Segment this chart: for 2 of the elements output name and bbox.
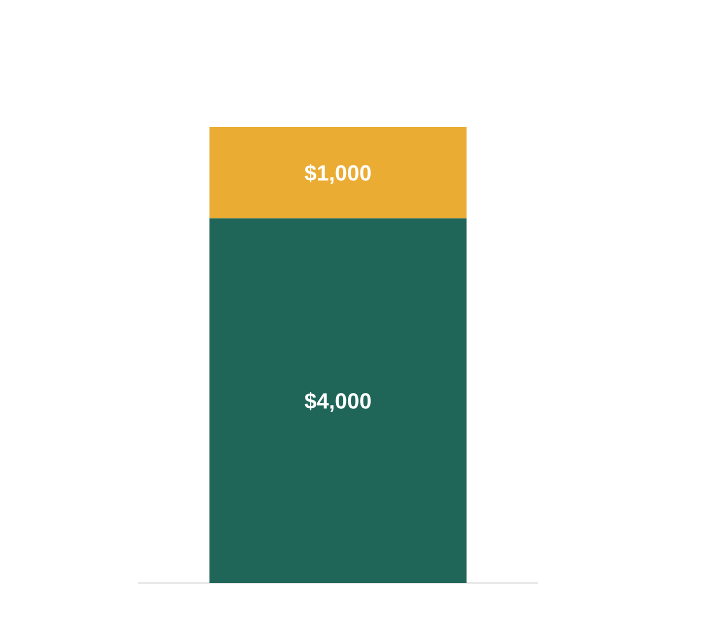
data-label: $1,000 — [304, 160, 372, 186]
data-label: $4,000 — [304, 388, 372, 414]
